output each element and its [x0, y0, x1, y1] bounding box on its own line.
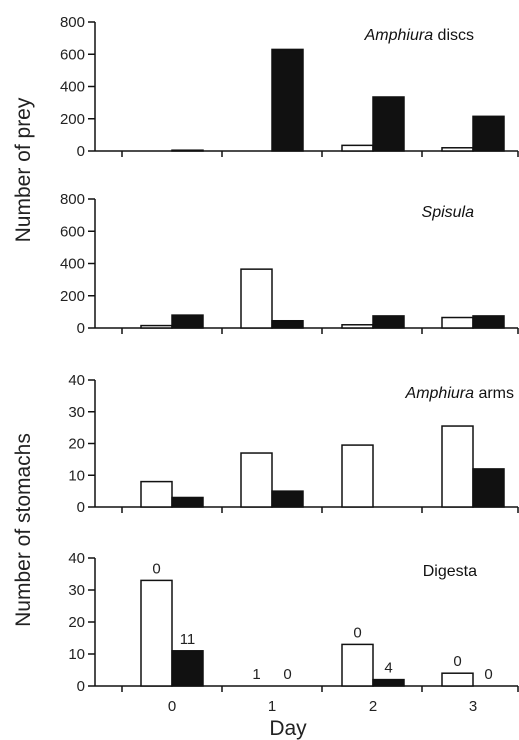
bar-open-2	[341, 324, 374, 329]
y-tick-label: 10	[68, 467, 85, 484]
panel-2: 0 200 400 600 800 Spisula	[60, 191, 519, 337]
bar-filled-2	[372, 678, 405, 687]
y-tick-label: 20	[68, 614, 85, 631]
y-tick-label: 40	[68, 550, 85, 567]
bar-open-2	[341, 444, 374, 508]
y-tick-label: 30	[68, 404, 85, 421]
bar-label-open-3: 0	[453, 653, 461, 670]
bar-filled-0	[171, 314, 204, 329]
bar-filled-1	[271, 48, 304, 152]
bar-filled-0	[171, 149, 204, 152]
bar-label-open-2: 0	[353, 624, 361, 641]
y-tick-label: 200	[60, 288, 85, 305]
bar-label-open-0: 0	[152, 560, 160, 577]
y-tick-label: 200	[60, 111, 85, 128]
bar-open-0	[140, 579, 173, 687]
bar-open-3	[441, 672, 474, 687]
bar-label-filled-3: 0	[484, 666, 492, 683]
bar-filled-1	[271, 490, 304, 508]
panel-label: Spisula	[422, 204, 475, 221]
y-tick-label: 600	[60, 223, 85, 240]
bar-filled-3	[472, 115, 505, 152]
panel-label: Amphiura arms	[405, 385, 514, 402]
bar-filled-1	[271, 319, 304, 329]
x-tick-label: 3	[469, 698, 477, 715]
y-tick-label: 800	[60, 14, 85, 31]
xlabel-day: Day	[269, 717, 307, 740]
bar-open-2	[341, 144, 374, 152]
y-tick-label: 800	[60, 191, 85, 208]
panel-label: Digesta	[423, 563, 477, 580]
panel-3: 0 10 20 30 40 Amphiura arms	[68, 372, 519, 516]
bar-filled-3	[472, 315, 505, 329]
bar-open-3	[441, 147, 474, 152]
bar-filled-0	[171, 496, 204, 508]
bar-open-3	[441, 425, 474, 508]
bar-filled-2	[372, 96, 405, 152]
bar-open-2	[341, 643, 374, 687]
bar-open-1	[240, 452, 273, 508]
x-tick-label: 0	[168, 698, 176, 715]
bar-label-filled-2: 4	[384, 660, 392, 677]
y-tick-label: 0	[77, 678, 85, 695]
bar-label-filled-1: 0	[283, 666, 291, 683]
y-tick-label: 400	[60, 79, 85, 96]
y-tick-label: 40	[68, 372, 85, 389]
x-tick-label: 2	[369, 698, 377, 715]
y-tick-label: 0	[77, 499, 85, 516]
ylabel-number-of-stomachs: Number of stomachs	[12, 433, 35, 627]
bar-open-3	[441, 316, 474, 329]
y-tick-label: 0	[77, 143, 85, 160]
panel-label: Amphiura discs	[364, 27, 474, 44]
y-tick-label: 30	[68, 582, 85, 599]
ylabel-number-of-prey: Number of prey	[12, 97, 35, 242]
y-tick-label: 0	[77, 320, 85, 337]
bar-open-0	[140, 480, 173, 508]
bar-filled-3	[472, 468, 505, 508]
bar-label-filled-0: 11	[180, 631, 196, 648]
y-tick-label: 600	[60, 46, 85, 63]
y-tick-label: 10	[68, 646, 85, 663]
bar-open-0	[140, 324, 173, 329]
panel-1: 0 200 400 600 800 Amphiura discs	[60, 14, 519, 160]
bar-filled-2	[372, 315, 405, 329]
y-tick-label: 400	[60, 256, 85, 273]
bar-open-1	[240, 268, 273, 329]
y-tick-label: 20	[68, 436, 85, 453]
bar-filled-0	[171, 650, 204, 687]
x-tick-label: 1	[268, 698, 276, 715]
bar-label-open-1: 1	[252, 666, 260, 683]
